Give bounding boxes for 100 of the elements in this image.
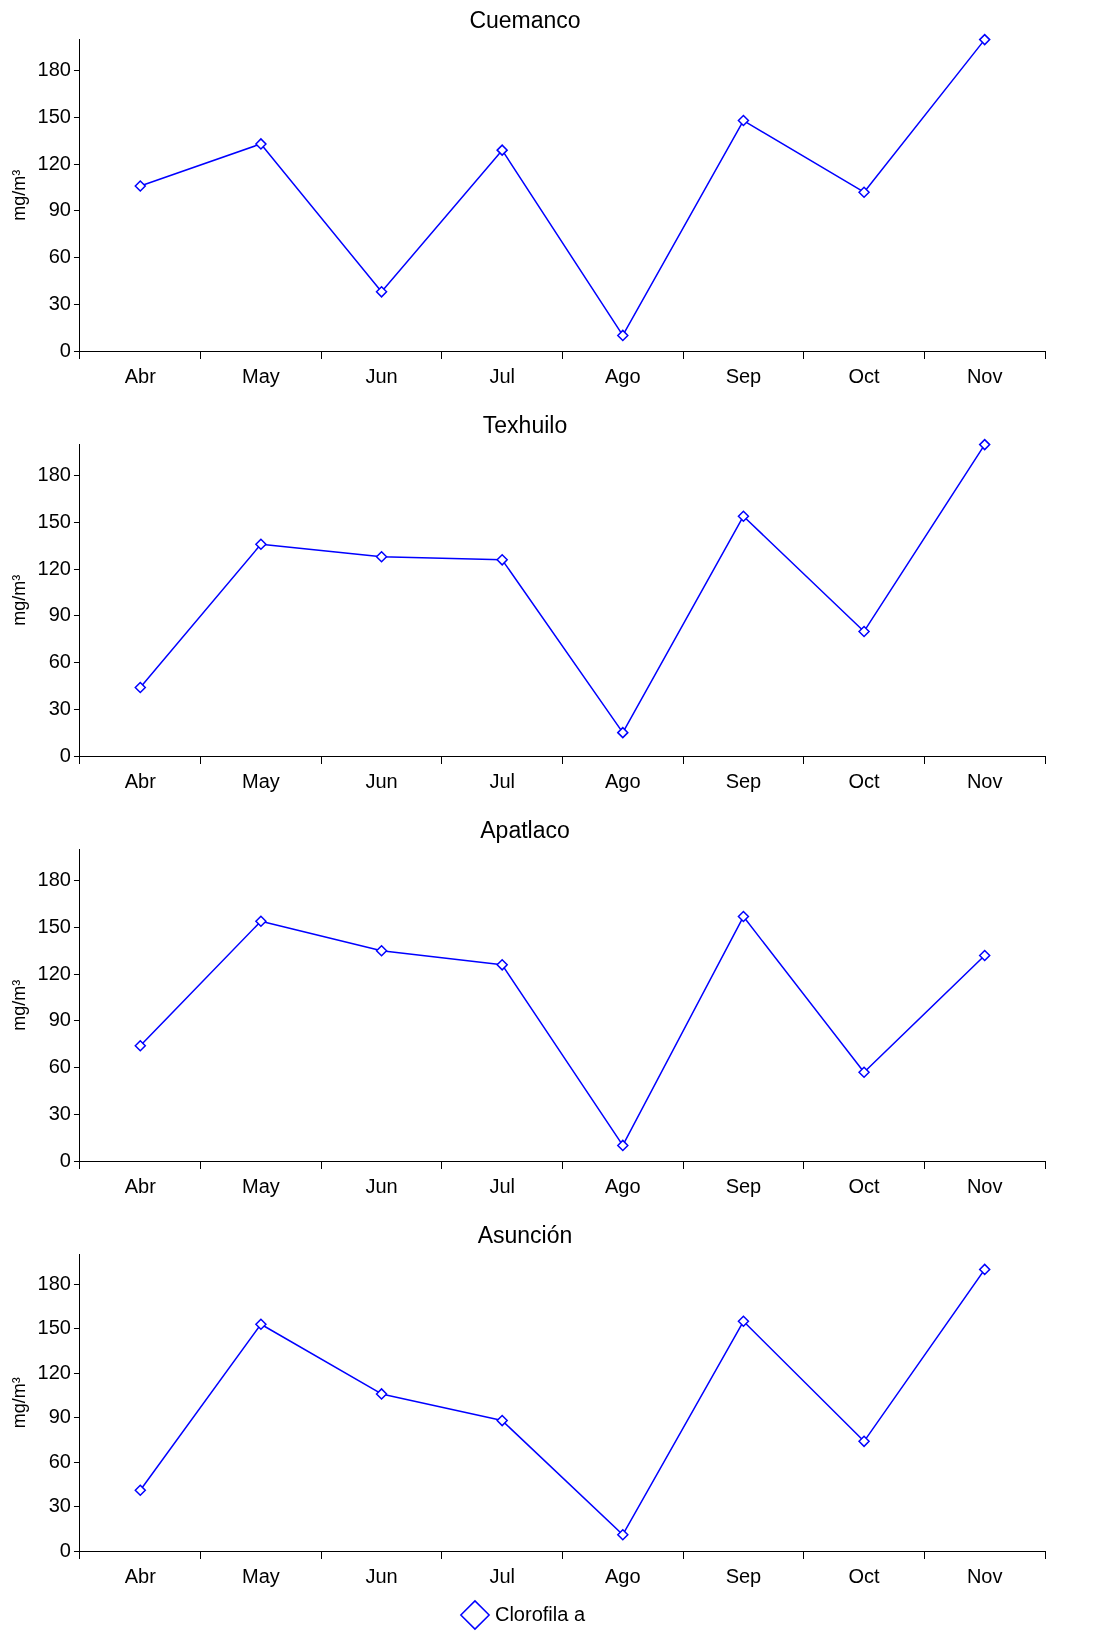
point bbox=[134, 180, 147, 192]
point bbox=[617, 726, 629, 739]
y-tick-label: 90 bbox=[48, 1405, 71, 1428]
point bbox=[737, 910, 750, 923]
x-tick-label: Ago bbox=[605, 1564, 641, 1587]
x-tick-label: Jun bbox=[365, 1174, 398, 1197]
x-tick-label: Jul bbox=[489, 364, 515, 387]
y-tick-label: 30 bbox=[48, 291, 71, 314]
y-tick-label: 120 bbox=[37, 556, 71, 579]
y-tick-label: 90 bbox=[48, 603, 71, 626]
y-axis-title: mg/m³ bbox=[8, 979, 29, 1031]
point bbox=[375, 945, 388, 957]
point bbox=[496, 144, 508, 156]
x-tick-label: Nov bbox=[966, 1564, 1003, 1587]
x-tick-label: Jun bbox=[365, 769, 398, 792]
point bbox=[255, 138, 267, 150]
point bbox=[255, 915, 267, 927]
point bbox=[134, 681, 147, 694]
x-tick-label: Ago bbox=[605, 769, 641, 792]
point bbox=[858, 1066, 870, 1078]
point bbox=[737, 114, 750, 127]
y-tick-label: 120 bbox=[37, 151, 71, 174]
y-tick-label: 0 bbox=[59, 1538, 71, 1561]
point bbox=[858, 625, 870, 638]
point bbox=[858, 1435, 870, 1448]
legend-label: Clorofila a bbox=[494, 1602, 586, 1625]
y-tick-label: 150 bbox=[37, 1316, 71, 1339]
y-tick-label: 90 bbox=[48, 198, 71, 221]
x-tick-label: Ago bbox=[605, 364, 641, 387]
y-tick-label: 150 bbox=[37, 914, 71, 937]
x-tick-label: Oct bbox=[848, 364, 881, 387]
x-tick-label: Abr bbox=[124, 1174, 157, 1197]
point bbox=[617, 329, 629, 342]
point bbox=[617, 1139, 629, 1152]
point bbox=[255, 1318, 267, 1330]
x-tick-label: Jun bbox=[365, 364, 398, 387]
y-tick-label: 60 bbox=[48, 245, 71, 268]
x-tick-label: Jun bbox=[365, 1564, 398, 1587]
y-tick-label: 180 bbox=[37, 1271, 71, 1294]
y-tick-label: 60 bbox=[48, 650, 71, 673]
x-tick-label: Oct bbox=[848, 1174, 881, 1197]
point bbox=[617, 1528, 629, 1541]
point bbox=[255, 538, 267, 550]
x-tick-label: Nov bbox=[966, 769, 1003, 792]
point bbox=[978, 438, 991, 451]
x-tick-label: Abr bbox=[124, 1564, 157, 1587]
y-tick-label: 0 bbox=[59, 743, 71, 766]
y-tick-label: 0 bbox=[59, 338, 71, 361]
point bbox=[496, 959, 508, 971]
x-tick-label: Sep bbox=[725, 1174, 762, 1197]
x-tick-label: Sep bbox=[725, 769, 762, 792]
chart-title: Apatlaco bbox=[480, 817, 570, 844]
y-axis-title: mg/m³ bbox=[8, 169, 29, 221]
y-tick-label: 30 bbox=[48, 1494, 71, 1517]
chart-title: Cuemanco bbox=[469, 7, 581, 34]
y-tick-label: 150 bbox=[37, 104, 71, 127]
x-tick-label: Abr bbox=[124, 364, 157, 387]
y-tick-label: 180 bbox=[37, 463, 71, 486]
y-tick-label: 30 bbox=[48, 696, 71, 719]
point bbox=[496, 1414, 508, 1427]
point bbox=[978, 1263, 991, 1276]
x-tick-label: Sep bbox=[725, 364, 762, 387]
y-tick-label: 120 bbox=[37, 961, 71, 984]
y-tick-label: 180 bbox=[37, 58, 71, 81]
point bbox=[375, 1388, 388, 1400]
x-tick-label: Oct bbox=[848, 769, 881, 792]
x-tick-label: Jul bbox=[489, 1564, 515, 1587]
chart-title: Asunción bbox=[477, 1222, 573, 1249]
x-tick-label: Abr bbox=[124, 769, 157, 792]
x-tick-label: May bbox=[242, 1564, 280, 1587]
x-tick-label: Jul bbox=[489, 1174, 515, 1197]
point bbox=[134, 1040, 147, 1052]
x-tick-label: Oct bbox=[848, 1564, 881, 1587]
point bbox=[737, 510, 750, 522]
x-tick-label: Nov bbox=[966, 1174, 1003, 1197]
x-tick-label: Ago bbox=[605, 1174, 641, 1197]
point bbox=[496, 554, 508, 566]
x-tick-label: May bbox=[242, 1174, 280, 1197]
y-tick-label: 90 bbox=[48, 1008, 71, 1031]
y-tick-label: 150 bbox=[37, 509, 71, 532]
y-tick-label: 30 bbox=[48, 1101, 71, 1124]
x-tick-label: Jul bbox=[489, 769, 515, 792]
x-tick-label: May bbox=[242, 769, 280, 792]
y-tick-label: 180 bbox=[37, 868, 71, 891]
point bbox=[858, 186, 870, 198]
point bbox=[978, 33, 991, 46]
point bbox=[737, 1315, 750, 1328]
x-tick-label: May bbox=[242, 364, 280, 387]
point bbox=[134, 1484, 147, 1496]
y-tick-label: 120 bbox=[37, 1360, 71, 1383]
y-axis-title: mg/m³ bbox=[8, 1377, 29, 1429]
point bbox=[978, 949, 991, 962]
x-tick-label: Sep bbox=[725, 1564, 762, 1587]
x-tick-label: Nov bbox=[966, 364, 1003, 387]
y-tick-label: 60 bbox=[48, 1055, 71, 1078]
y-tick-label: 0 bbox=[59, 1148, 71, 1171]
point bbox=[375, 550, 388, 563]
y-tick-label: 60 bbox=[48, 1449, 71, 1472]
chart-title: Texhuilo bbox=[482, 412, 568, 439]
point bbox=[375, 286, 388, 298]
